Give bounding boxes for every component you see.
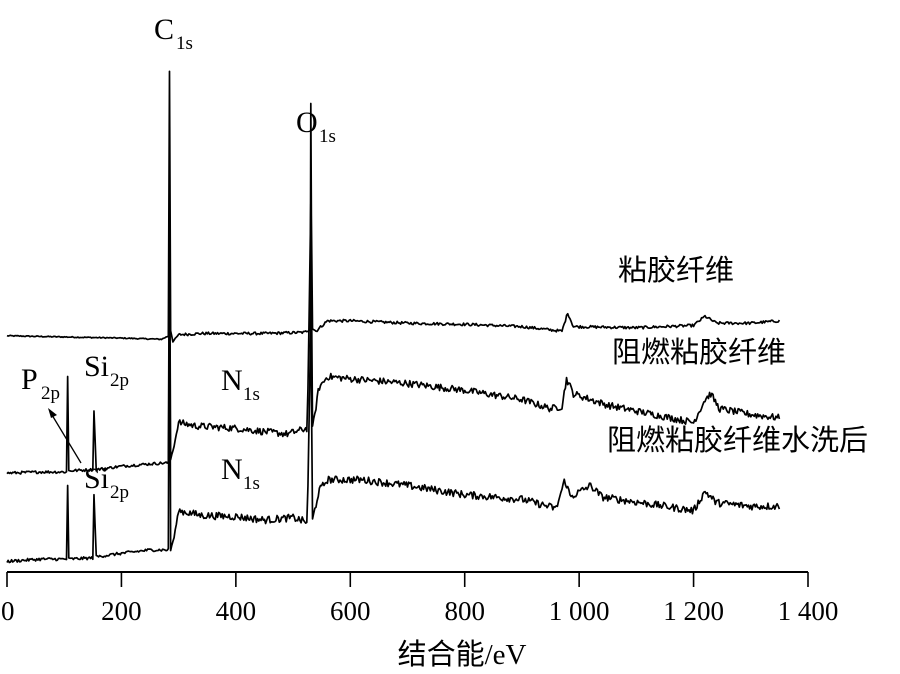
x-tick-label: 600 [330,596,371,626]
x-tick-label: 800 [444,596,485,626]
svg-text:1s: 1s [176,33,193,54]
x-tick-label: 200 [101,596,142,626]
series-label-3: 阻燃粘胶纤维水洗后 [607,423,868,457]
peak-annotation-n1s-middle: N 1s [221,364,260,405]
series-line-2 [6,203,781,475]
peak-annotation-c1s: C 1s [154,13,193,54]
svg-text:2p: 2p [41,383,60,404]
series-label-2: 阻燃粘胶纤维 [612,335,786,369]
svg-text:1s: 1s [243,384,260,405]
svg-text:1s: 1s [243,473,260,494]
peak-annotation-si2p-middle: Si 2p [84,350,129,391]
svg-text:Si: Si [84,350,109,383]
svg-text:N: N [221,453,243,486]
peak-annotation-o1s: O 1s [296,106,336,147]
svg-text:N: N [221,364,243,397]
p2p-arrow [48,408,82,464]
x-tick-label: 1 200 [663,596,724,626]
svg-text:O: O [296,106,318,139]
svg-text:Si: Si [84,462,109,495]
series-group [6,70,781,564]
x-ticks: 0 200 400 600 800 1 000 1 200 1 400 [1,572,838,626]
x-tick-label: 1 000 [549,596,610,626]
series-label-1: 粘胶纤维 [618,253,734,287]
svg-text:2p: 2p [110,370,129,391]
peak-annotation-p2p: P 2p [21,363,60,404]
x-axis-title: 结合能/eV [398,638,527,671]
svg-text:C: C [154,13,174,46]
x-tick-label: 0 [1,596,15,626]
series-line-3 [6,225,781,564]
svg-text:1s: 1s [319,126,336,147]
peak-annotation-si2p-bottom: Si 2p [84,462,129,503]
x-tick-label: 400 [216,596,257,626]
svg-text:2p: 2p [110,482,129,503]
series-line-1 [6,70,781,343]
svg-text:P: P [21,363,38,396]
peak-annotation-n1s-bottom: N 1s [221,453,260,494]
x-tick-label: 1 400 [778,596,839,626]
